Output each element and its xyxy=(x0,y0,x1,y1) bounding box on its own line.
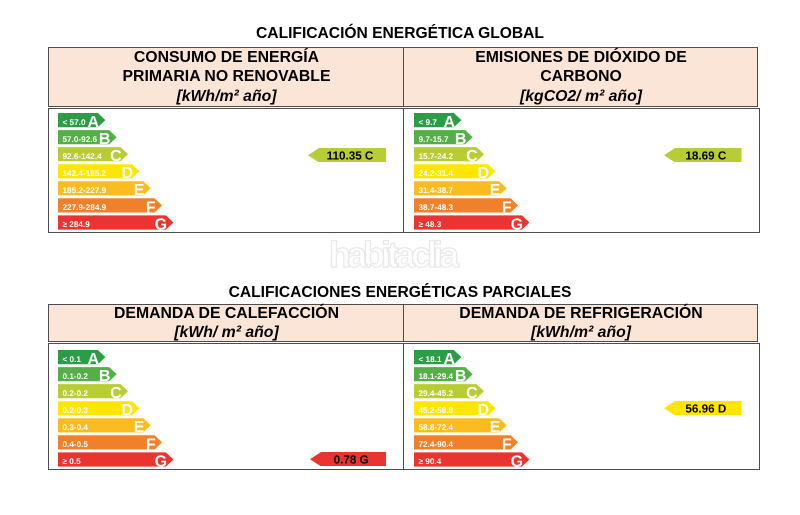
svg-text:A: A xyxy=(87,351,99,368)
svg-text:B: B xyxy=(454,368,466,385)
svg-text:0.2-0.3: 0.2-0.3 xyxy=(62,406,88,415)
svg-text:F: F xyxy=(501,199,511,216)
svg-text:B: B xyxy=(454,131,466,148)
svg-text:0.2-0.2: 0.2-0.2 xyxy=(62,388,88,397)
svg-text:< 57.0: < 57.0 xyxy=(63,117,86,126)
svg-text:110.35 C: 110.35 C xyxy=(326,149,373,162)
svg-text:B: B xyxy=(98,368,110,385)
svg-text:E: E xyxy=(133,419,144,436)
svg-text:92.6-142.4: 92.6-142.4 xyxy=(63,151,103,160)
svg-text:0.1-0.2: 0.1-0.2 xyxy=(62,371,88,380)
svg-text:D: D xyxy=(121,402,133,419)
svg-text:185.2-227.9: 185.2-227.9 xyxy=(63,186,107,195)
svg-text:18.1-29.4: 18.1-29.4 xyxy=(418,371,453,380)
svg-text:B: B xyxy=(99,131,111,148)
svg-text:D: D xyxy=(477,402,489,419)
svg-text:0.4-0.5: 0.4-0.5 xyxy=(62,440,88,449)
svg-text:A: A xyxy=(443,114,455,131)
svg-text:9.7-15.7: 9.7-15.7 xyxy=(418,134,448,143)
svg-text:E: E xyxy=(489,182,500,199)
svg-text:C: C xyxy=(110,148,122,165)
svg-text:56.96 D: 56.96 D xyxy=(685,402,726,415)
svg-text:C: C xyxy=(466,385,478,402)
svg-text:D: D xyxy=(477,165,489,182)
svg-text:≥ 284.9: ≥ 284.9 xyxy=(63,220,91,229)
svg-text:≥ 90.4: ≥ 90.4 xyxy=(418,457,441,466)
svg-text:0.3-0.4: 0.3-0.4 xyxy=(62,423,88,432)
svg-text:C: C xyxy=(466,148,478,165)
svg-text:58.8-72.4: 58.8-72.4 xyxy=(418,423,453,432)
svg-text:D: D xyxy=(121,165,133,182)
svg-text:45.2-58.8: 45.2-58.8 xyxy=(418,406,453,415)
svg-text:72.4-90.4: 72.4-90.4 xyxy=(418,440,453,449)
svg-text:15.7-24.2: 15.7-24.2 xyxy=(418,151,453,160)
svg-text:227.9-284.9: 227.9-284.9 xyxy=(63,203,107,212)
svg-text:18.69 C: 18.69 C xyxy=(686,149,727,162)
svg-text:A: A xyxy=(88,114,100,131)
svg-text:G: G xyxy=(155,216,167,231)
svg-text:E: E xyxy=(489,419,500,436)
svg-text:< 18.1: < 18.1 xyxy=(418,354,441,363)
svg-text:57.0-92.6: 57.0-92.6 xyxy=(63,134,98,143)
svg-text:24.2-31.4: 24.2-31.4 xyxy=(418,169,453,178)
svg-text:F: F xyxy=(145,436,155,453)
svg-text:≥ 0.5: ≥ 0.5 xyxy=(62,457,81,466)
svg-text:0.78 G: 0.78 G xyxy=(333,453,368,466)
svg-text:F: F xyxy=(146,199,156,216)
svg-text:29.4-45.2: 29.4-45.2 xyxy=(418,388,453,397)
svg-text:A: A xyxy=(443,351,455,368)
svg-text:F: F xyxy=(501,436,511,453)
svg-text:G: G xyxy=(510,216,522,231)
svg-text:C: C xyxy=(110,385,122,402)
svg-text:G: G xyxy=(154,453,166,468)
svg-text:38.7-48.3: 38.7-48.3 xyxy=(418,203,453,212)
svg-text:E: E xyxy=(134,182,145,199)
svg-text:< 9.7: < 9.7 xyxy=(418,117,437,126)
svg-text:31.4-38.7: 31.4-38.7 xyxy=(418,186,453,195)
svg-text:142.4-185.2: 142.4-185.2 xyxy=(63,169,107,178)
svg-text:≥ 48.3: ≥ 48.3 xyxy=(418,220,441,229)
svg-text:G: G xyxy=(510,453,522,468)
svg-text:< 0.1: < 0.1 xyxy=(62,354,81,363)
